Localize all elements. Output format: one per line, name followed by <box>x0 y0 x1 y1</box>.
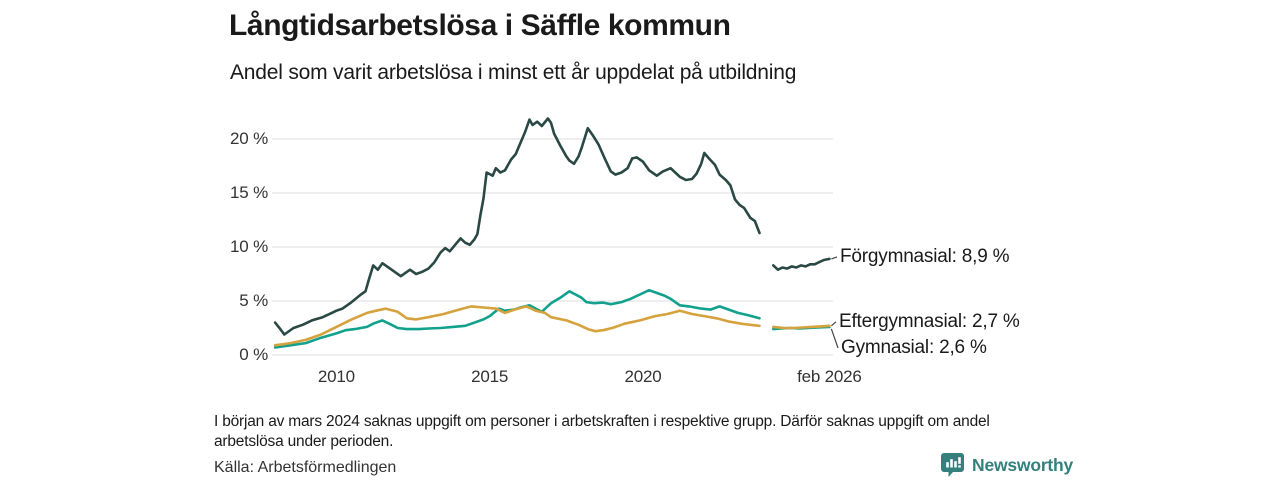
x-tick-label: 2020 <box>624 367 662 386</box>
x-tick-label: 2010 <box>317 367 355 386</box>
y-tick-label: 0 % <box>239 345 268 364</box>
y-tick-label: 5 % <box>239 291 268 310</box>
series-line-eftergymnasial <box>273 305 761 347</box>
chart-subtitle: Andel som varit arbetslösa i minst ett å… <box>230 61 797 84</box>
y-tick-label: 20 % <box>230 129 268 148</box>
x-tick-label: feb 2026 <box>797 367 862 386</box>
series-line-eftergymnasial <box>771 324 831 330</box>
series-end-label-gymnasial: Gymnasial: 2,6 % <box>841 336 987 358</box>
source-note: Källa: Arbetsförmedlingen <box>214 459 397 476</box>
y-tick-label: 10 % <box>230 237 268 256</box>
newsworthy-brand[interactable]: Newsworthy <box>941 452 1073 478</box>
y-tick-label: 15 % <box>230 183 268 202</box>
chart-footnote: I början av mars 2024 saknas uppgift om … <box>214 413 990 450</box>
series-line-forgymnasial <box>273 117 761 336</box>
newsworthy-logo-icon <box>941 452 965 478</box>
series-line-forgymnasial <box>771 257 831 272</box>
leader-line-eftergymnasial <box>830 321 837 327</box>
series-end-label-eftergymnasial: Eftergymnasial: 2,7 % <box>839 310 1020 332</box>
leader-line-forgymnasial <box>831 256 838 260</box>
brand-name: Newsworthy <box>972 454 1074 475</box>
chart-title: Långtidsarbetslösa i Säffle kommun <box>229 9 731 42</box>
x-tick-label: 2015 <box>471 367 509 386</box>
leader-line-gymnasial <box>830 328 839 349</box>
series-end-label-forgymnasial: Förgymnasial: 8,9 % <box>840 245 1010 267</box>
series-line-gymnasial <box>273 288 761 349</box>
